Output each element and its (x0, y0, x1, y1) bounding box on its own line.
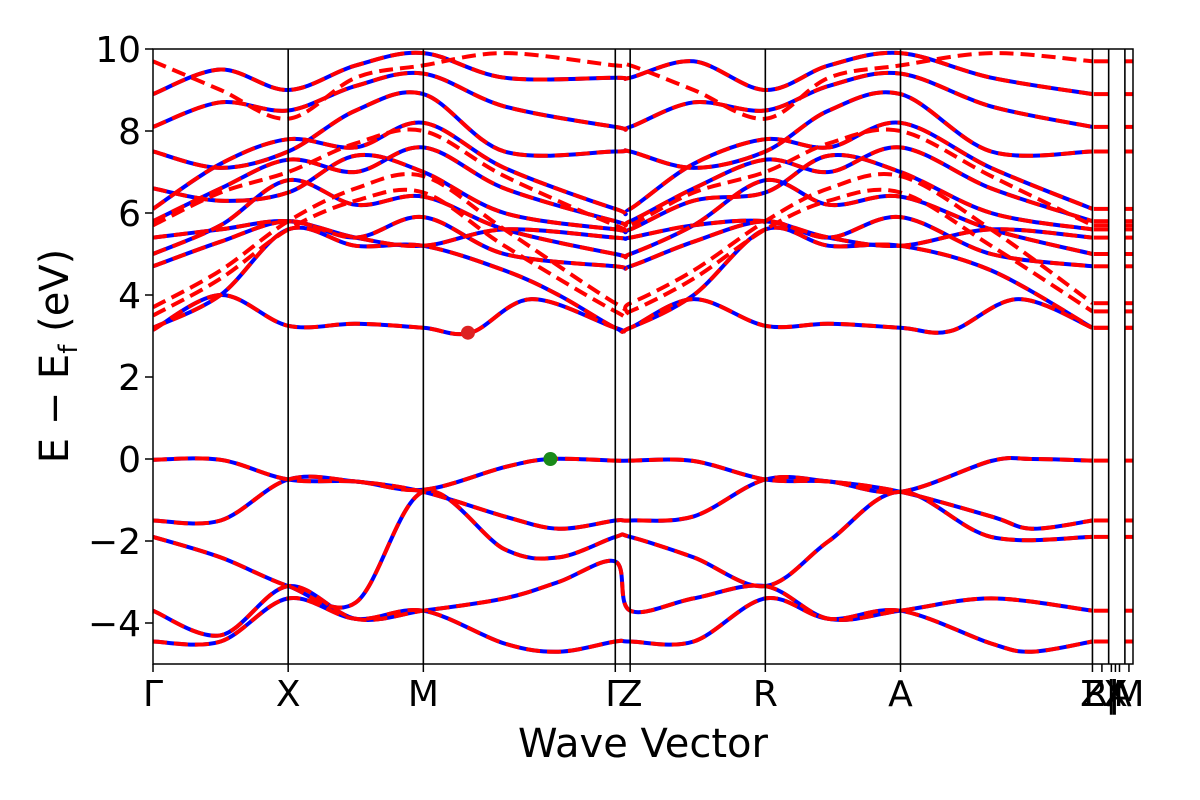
y-axis-label-subscript: f (54, 344, 84, 354)
x-tick-label-12: M (1113, 674, 1144, 715)
x-tick-label-6: A (888, 674, 913, 715)
x-tick-label-11: A (1107, 674, 1132, 715)
high-symmetry-lines (287, 49, 1126, 664)
x-tick-label-4: Z (618, 674, 643, 715)
y-tick-label-6: 8 (118, 112, 141, 153)
x-axis-label: Wave Vector (518, 721, 769, 767)
x-tick-label-3: Γ (605, 674, 625, 715)
x-tick-label-5: R (753, 674, 778, 715)
extrema-markers (460, 325, 558, 466)
x-tick-label-1: X (276, 674, 301, 715)
y-tick-label-2: 0 (118, 440, 141, 481)
y-axis-label-unit: (eV) (32, 249, 78, 345)
band-dashed-1 (153, 474, 1093, 531)
x-tick-label-8: R| (1083, 674, 1120, 715)
y-tick-label-0: −4 (88, 604, 141, 645)
x-tick-label-7: Z (1080, 674, 1105, 715)
extremum-marker-1 (543, 452, 558, 466)
band-dashed-6 (153, 225, 1094, 334)
band-dashed-extra-2 (153, 127, 1094, 233)
plot-frame (152, 48, 1134, 665)
y-tick-label-1: −2 (88, 522, 141, 563)
x-tick-label-10: X (1103, 674, 1128, 715)
x-tick-label-0: Γ (143, 674, 163, 715)
band-dashed-12 (153, 178, 1093, 260)
y-tick-label-5: 6 (118, 194, 141, 235)
x-tick-label-2: M (408, 674, 439, 715)
plot-background (153, 49, 1133, 664)
y-tick-label-3: 2 (118, 358, 141, 399)
x-axis-ticks: Γ X M ΓZ R A ZR||XAM (143, 664, 1144, 715)
extremum-marker-0 (460, 325, 475, 340)
band-dashed-3 (153, 558, 1093, 638)
x-tick-label-9: | (1105, 674, 1117, 715)
y-axis-label: E − Ef (eV) (32, 249, 84, 464)
y-tick-label-7: 10 (95, 30, 141, 71)
band-dashed-0 (153, 456, 1093, 495)
y-axis-label-main: E − E (32, 354, 78, 464)
y-axis-ticks: −4 −2 0 2 4 6 8 10 (88, 30, 153, 645)
band-dashed-extra-1 (153, 172, 1094, 313)
band-dashed-4 (153, 596, 1093, 654)
y-tick-label-4: 4 (118, 276, 141, 317)
band-dashed-8 (153, 152, 1093, 235)
